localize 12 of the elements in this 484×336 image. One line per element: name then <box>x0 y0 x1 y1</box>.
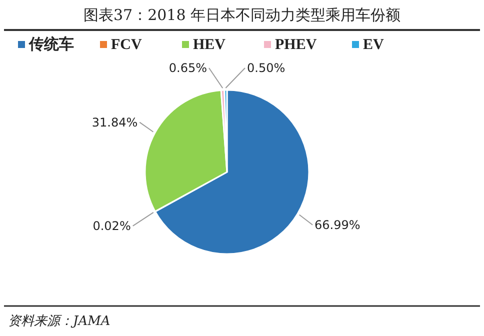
data-label: 0.50% <box>247 61 286 75</box>
legend-label: FCV <box>111 37 142 53</box>
data-label: 0.65% <box>168 61 207 75</box>
data-label: 31.84% <box>92 115 138 130</box>
legend-label: EV <box>363 37 384 53</box>
data-label: 0.02% <box>92 218 131 233</box>
text: 资料来源：JAMA <box>8 314 110 329</box>
legend-label: HEV <box>193 37 226 53</box>
legend-label: PHEV <box>275 37 317 53</box>
legend-label: 传统车 <box>28 35 74 53</box>
data-label: 66.99% <box>314 218 360 232</box>
chart-title: 图表37：2018 年日本不同动力类型乘用车份额 <box>83 6 401 24</box>
